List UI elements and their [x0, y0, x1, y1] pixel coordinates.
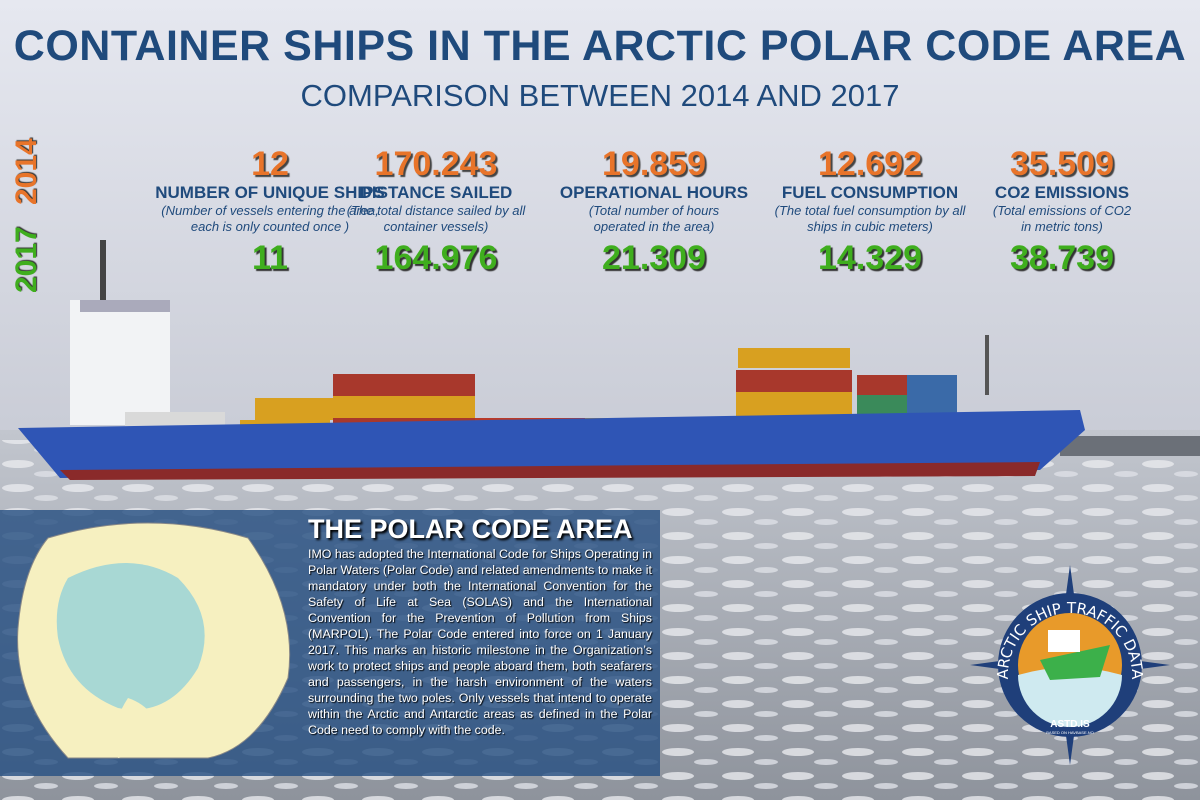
value-2014: 170.243 — [374, 145, 498, 183]
value-2014: 12 — [251, 145, 289, 183]
stat-distance-sailed: 170.243 DISTANCE SAILED (The total dista… — [316, 145, 556, 277]
stat-label: FUEL CONSUMPTION — [781, 183, 959, 202]
stat-co2-emissions: 35.509 CO2 EMISSIONS (Total emissions of… — [942, 145, 1182, 277]
value-2014: 19.859 — [602, 145, 706, 183]
container-ship — [18, 240, 1085, 480]
polar-code-text: IMO has adopted the International Code f… — [308, 547, 652, 737]
stat-description: (Number of vessels entering the area, ea… — [161, 203, 379, 234]
stat-description: (Total emissions of CO2 in metric tons) — [992, 203, 1132, 234]
logo-credit: BASED ON HAVBASE.NO — [1046, 730, 1094, 735]
stat-label: NUMBER OF UNIQUE SHIPS — [155, 183, 385, 202]
shoreline — [1060, 436, 1200, 456]
stat-description: (Total number of hours operated in the a… — [588, 203, 720, 234]
value-2017: 164.976 — [374, 239, 498, 277]
value-2017: 11 — [252, 239, 288, 277]
page-title: CONTAINER SHIPS IN THE ARCTIC POLAR CODE… — [13, 22, 1187, 70]
logo-site: ASTD.IS — [1050, 719, 1090, 730]
value-2017: 21.309 — [602, 239, 706, 277]
stat-label: OPERATIONAL HOURS — [559, 183, 749, 202]
stat-fuel-consumption: 12.692 FUEL CONSUMPTION (The total fuel … — [750, 145, 990, 277]
polar-code-title: THE POLAR CODE AREA — [308, 514, 633, 544]
year-2014-label: 2014 — [10, 138, 43, 205]
year-2017-label: 2017 — [10, 226, 43, 293]
stat-operational-hours: 19.859 OPERATIONAL HOURS (Total number o… — [534, 145, 774, 277]
stat-label: CO2 EMISSIONS — [994, 183, 1130, 202]
polar-code-area-map — [17, 522, 291, 759]
value-2014: 35.509 — [1010, 145, 1114, 183]
stat-label: DISTANCE SAILED — [359, 183, 513, 202]
astd-logo: ARCTIC SHIP TRAFFIC DATA ASTD.IS BASED O… — [970, 565, 1170, 765]
stat-unique-ships: 12 NUMBER OF UNIQUE SHIPS (Number of ves… — [150, 145, 390, 277]
stat-description: (The total fuel consumption by all ships… — [774, 203, 966, 234]
value-2017: 38.739 — [1010, 239, 1114, 277]
value-2017: 14.329 — [818, 239, 922, 277]
page-subtitle: COMPARISON BETWEEN 2014 AND 2017 — [300, 78, 900, 113]
stat-description: (The total distance sailed by all contai… — [346, 203, 526, 234]
value-2014: 12.692 — [818, 145, 922, 183]
